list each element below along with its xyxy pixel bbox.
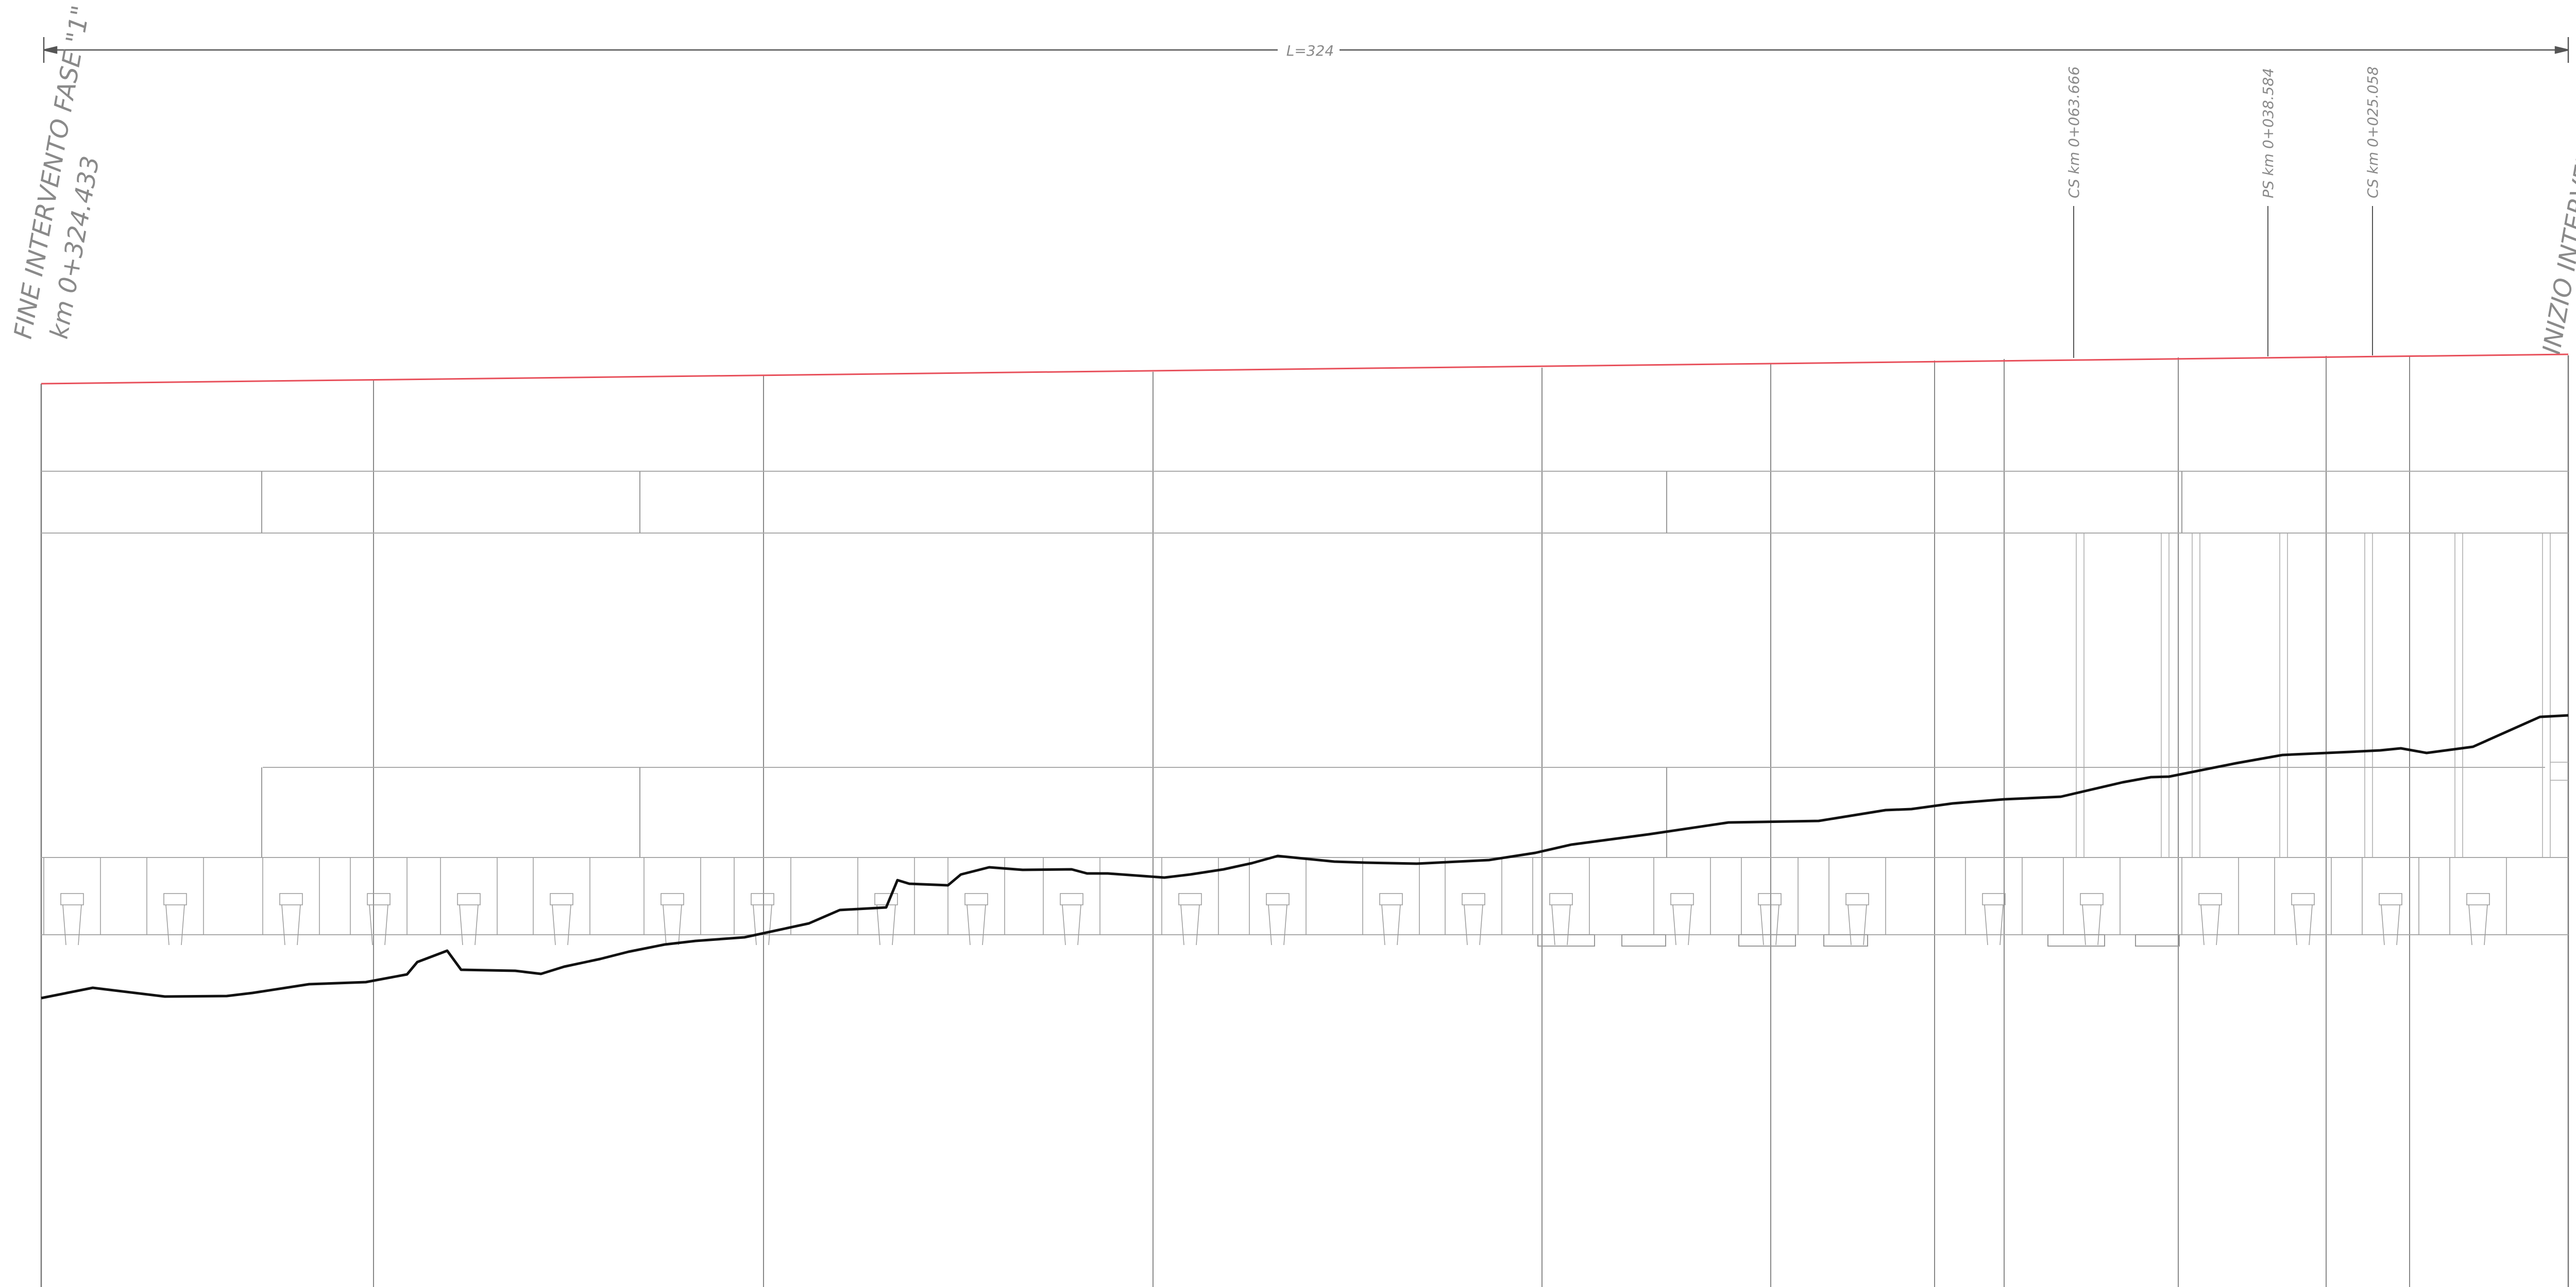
tick-symbol [947,857,1005,946]
tick-symbol [1965,857,2023,946]
section-lines [373,355,2410,1287]
tick-symbol [1445,857,1502,946]
tick-symbol [1362,857,1420,946]
tick-symbol [2449,857,2507,946]
curve-point-ps: PS km 0+038.584 [2260,68,2277,198]
tick-symbol [533,857,590,946]
band-dividers [261,471,2182,857]
ordinate-tick-symbols [43,857,2507,946]
band-lines [41,471,2568,935]
tick-symbol [734,857,791,946]
tick-symbol [857,857,915,946]
curve-point-cs-1: CS km 0+063.666 [2065,66,2082,198]
curve-point-leaders [2073,206,2373,358]
tick-symbol [2063,857,2121,946]
tick-symbol [350,857,408,946]
tick-symbol [1249,857,1307,946]
tick-symbol [2274,857,2332,946]
frame [40,355,2569,1287]
tick-symbol [1828,857,1886,946]
start-marker-title: INIZIO INTERVENTO FASE "1" [2537,0,2576,356]
curve-point-cs-2: CS km 0+025.058 [2364,66,2381,198]
tick-symbol [2181,857,2239,946]
tick-symbol [643,857,701,946]
length-dimension [43,37,2569,63]
tick-symbol [1532,857,1590,946]
tick-symbol [1741,857,1799,946]
tick-symbol [262,857,320,946]
tick-symbol [440,857,498,946]
curvature-band [2076,533,2568,857]
lower-band-boxes [1537,934,2180,947]
tick-symbol [43,857,101,946]
tick-symbol [1161,857,1219,946]
ground-profile-line [41,714,2569,1000]
tick-symbol [1653,857,1711,946]
length-label: L=324 [1286,42,1334,59]
tick-symbol [146,857,204,946]
design-grade-line [41,353,2569,385]
tick-symbol [2362,857,2419,946]
